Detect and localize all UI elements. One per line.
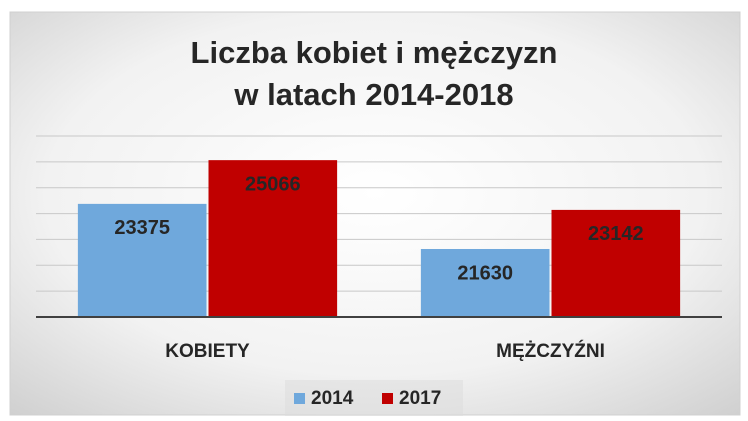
data-label: 23375	[114, 217, 170, 239]
x-tick-label: KOBIETY	[165, 341, 250, 362]
legend-label: 2017	[399, 388, 441, 409]
data-label: 23142	[588, 223, 644, 245]
data-label: 25066	[245, 173, 301, 195]
chart-title: w latach 2014-2018	[233, 77, 513, 112]
bar	[420, 248, 550, 317]
data-label: 21630	[457, 262, 513, 284]
legend-background	[285, 380, 463, 416]
chart-title: Liczba kobiet i mężczyzn	[191, 35, 558, 70]
x-tick-label: MĘŻCZYŹNI	[496, 340, 605, 362]
bar	[208, 160, 338, 317]
legend-swatch	[382, 393, 393, 404]
legend-label: 2014	[311, 388, 354, 409]
bar	[551, 209, 681, 317]
legend-swatch	[294, 393, 305, 404]
bar	[77, 203, 207, 317]
